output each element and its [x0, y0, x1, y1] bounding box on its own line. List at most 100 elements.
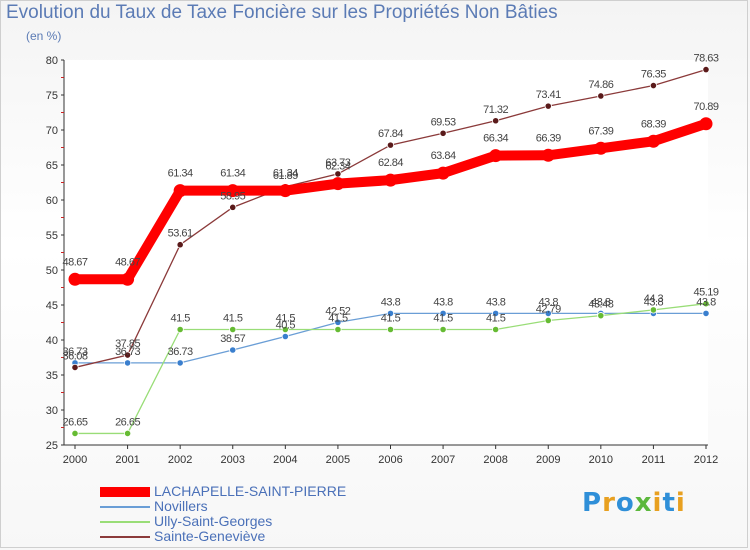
x-tick-label: 2011: [642, 454, 666, 466]
data-point: [173, 184, 187, 198]
data-label: 71.32: [483, 104, 508, 116]
data-point: [544, 102, 552, 110]
data-label: 36.73: [168, 346, 193, 358]
data-point: [331, 177, 345, 191]
data-point: [597, 92, 605, 100]
data-label: 66.39: [536, 132, 561, 144]
data-point: [123, 351, 132, 359]
data-point: [334, 170, 342, 178]
x-tick-label: 2009: [536, 454, 560, 466]
legend-item: Ully-Saint-Georges: [100, 514, 340, 529]
y-tick-label: 35: [46, 370, 58, 382]
data-point: [386, 309, 395, 317]
data-label: 61.34: [273, 168, 298, 180]
legend-item: Novillers: [100, 499, 340, 514]
data-point: [594, 141, 608, 155]
data-point: [544, 316, 552, 325]
data-point: [489, 149, 503, 163]
data-label: 63.84: [431, 150, 456, 162]
y-tick-label: 60: [46, 195, 58, 207]
data-point: [226, 184, 240, 198]
x-tick-label: 2010: [589, 454, 613, 466]
data-label: 43.8: [381, 296, 401, 308]
y-tick-label: 40: [46, 335, 58, 347]
y-tick-label: 70: [46, 125, 58, 137]
data-point: [334, 318, 342, 326]
data-point: [702, 300, 710, 308]
data-label: 41.5: [276, 313, 296, 325]
data-point: [544, 309, 552, 317]
x-tick-label: 2012: [694, 454, 718, 466]
data-label: 42.79: [536, 303, 561, 315]
data-label: 48.67: [115, 256, 140, 268]
data-label: 62.34: [325, 161, 350, 173]
data-label: 36.73: [115, 346, 140, 358]
data-label: 41.5: [223, 313, 243, 325]
data-point: [278, 184, 292, 198]
data-point: [439, 309, 447, 317]
y-tick-label: 65: [46, 160, 58, 172]
legend: LACHAPELLE-SAINT-PIERRE Novillers Ully-Sai…: [100, 484, 346, 544]
data-label: 41.5: [433, 313, 453, 325]
data-point: [386, 141, 395, 149]
data-label: 48.67: [62, 256, 87, 268]
y-tick-label: 50: [46, 265, 58, 277]
data-label: 61.89: [273, 170, 298, 182]
proxiti-logo: Proxiti: [582, 488, 686, 518]
data-point: [384, 173, 397, 187]
data-label: 41.5: [486, 313, 506, 325]
data-label: 67.39: [588, 125, 613, 137]
data-point: [541, 148, 555, 162]
x-tick-label: 2003: [221, 454, 245, 466]
legend-label: LACHAPELLE-SAINT-PIERRE: [154, 483, 347, 499]
data-point: [702, 65, 710, 74]
data-point: [492, 309, 500, 317]
data-point: [646, 134, 660, 148]
legend-item: Sainte-Geneviève: [100, 529, 340, 544]
x-tick-label: 2000: [63, 454, 87, 466]
legend-label: Novillers: [154, 498, 208, 514]
data-point: [71, 429, 79, 438]
data-label: 43.8: [486, 296, 506, 308]
data-label: 43.8: [696, 296, 716, 308]
data-label: 40.5: [276, 320, 296, 332]
data-label: 41.5: [328, 313, 348, 325]
x-tick-label: 2002: [168, 454, 192, 466]
data-label: 58.95: [220, 190, 245, 202]
data-point: [176, 241, 184, 249]
data-point: [71, 363, 79, 372]
unit-label: (en %): [26, 29, 62, 43]
x-tick-label: 2004: [273, 454, 297, 466]
data-point: [123, 429, 132, 438]
y-tick-label: 45: [46, 300, 58, 312]
data-point: [123, 359, 132, 367]
data-point: [229, 325, 237, 334]
data-point: [492, 325, 500, 334]
data-label: 61.34: [220, 168, 245, 180]
data-label: 76.35: [641, 69, 666, 81]
x-tick-label: 2008: [483, 454, 507, 466]
data-point: [176, 325, 184, 334]
data-label: 70.89: [693, 101, 718, 113]
data-label: 43.8: [591, 296, 611, 308]
data-label: 67.84: [378, 128, 403, 140]
data-label: 66.34: [483, 133, 508, 145]
data-point: [699, 117, 713, 131]
legend-swatch: [100, 536, 150, 538]
data-point: [68, 272, 82, 286]
data-label: 26.65: [115, 416, 140, 428]
data-label: 42.52: [325, 305, 350, 317]
y-tick-label: 55: [46, 230, 58, 242]
x-tick-label: 2005: [326, 454, 350, 466]
data-label: 69.53: [431, 116, 456, 128]
series-ully-saint-georges: [71, 300, 710, 438]
data-label: 78.63: [693, 53, 718, 65]
data-label: 41.5: [170, 313, 190, 325]
data-point: [229, 203, 237, 211]
y-tick-label: 80: [46, 55, 58, 67]
data-label: 38.57: [220, 333, 245, 345]
legend-label: Sainte-Geneviève: [154, 528, 266, 544]
x-tick-label: 2007: [431, 454, 455, 466]
legend-swatch: [100, 506, 150, 508]
